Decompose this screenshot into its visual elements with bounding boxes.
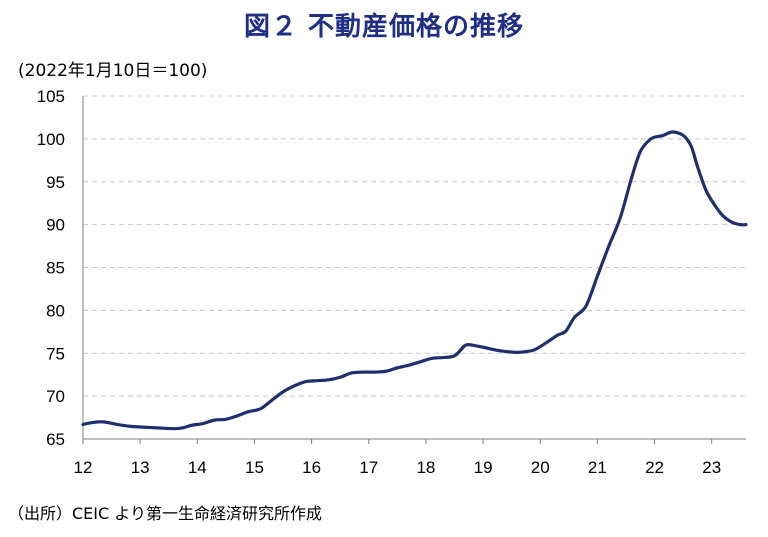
- source-note: （出所）CEIC より第一生命経済研究所作成: [8, 504, 322, 523]
- x-tick-label: 15: [245, 458, 264, 477]
- y-axis-unit-label: (2022年1月10日＝100): [18, 61, 208, 81]
- x-tick-label: 17: [359, 458, 378, 477]
- series-layer: [81, 130, 748, 431]
- series-line-0: [81, 130, 748, 431]
- x-tick-label: 22: [645, 458, 664, 477]
- y-tick-label: 90: [46, 216, 65, 235]
- gridlines: [83, 95, 746, 397]
- x-tick-labels: 12 13 14 15 16 17 18 19 20 21 22 23: [74, 458, 722, 477]
- y-tick-label: 80: [46, 301, 65, 320]
- x-tick-label: 19: [474, 458, 493, 477]
- y-tick-label: 65: [46, 430, 65, 449]
- x-tick-label: 13: [131, 458, 150, 477]
- y-tick-label: 95: [46, 173, 65, 192]
- y-tick-label: 75: [46, 344, 65, 363]
- y-tick-label: 70: [46, 387, 65, 406]
- y-tick-label: 105: [37, 87, 65, 106]
- x-tick-label: 16: [302, 458, 321, 477]
- x-tick-label: 18: [416, 458, 435, 477]
- chart-title: 図２ 不動産価格の推移: [243, 12, 525, 42]
- x-tick-label: 12: [74, 458, 93, 477]
- axes: [82, 96, 746, 444]
- y-tick-labels: 105 100 95 90 85 80 75 70 65: [37, 87, 65, 449]
- x-tick-label: 21: [588, 458, 607, 477]
- x-tick-label: 23: [702, 458, 721, 477]
- y-tick-label: 85: [46, 259, 65, 278]
- y-tick-label: 100: [37, 130, 65, 149]
- x-tick-label: 20: [531, 458, 550, 477]
- x-tick-label: 14: [188, 458, 207, 477]
